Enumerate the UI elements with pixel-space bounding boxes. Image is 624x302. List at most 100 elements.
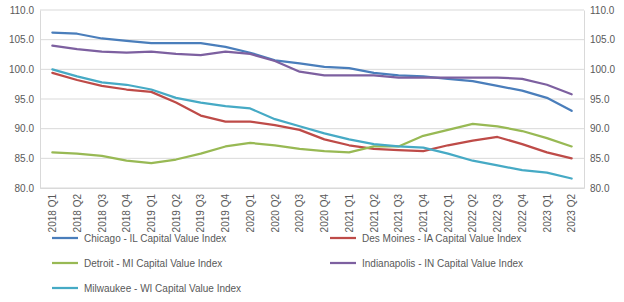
- tick: 110.0: [584, 5, 615, 16]
- tick: 2022 Q4: [517, 188, 528, 232]
- tick-label: 100.0: [590, 64, 615, 75]
- tick-label: 2018 Q3: [97, 194, 108, 233]
- legend: Chicago - IL Capital Value Index Des Moin…: [52, 233, 523, 294]
- tick-label: 2021 Q2: [369, 194, 380, 233]
- tick-label: 80.0: [590, 183, 610, 194]
- tick: 2020 Q2: [270, 188, 281, 232]
- axis-line: [41, 188, 585, 189]
- grid: [40, 10, 584, 188]
- tick: 2023 Q2: [566, 188, 577, 232]
- tick-label: 2019 Q1: [146, 194, 157, 233]
- legend-item: Detroit - MI Capital Value Index: [52, 258, 222, 269]
- grid-line: [40, 188, 584, 189]
- series-line: [52, 46, 571, 95]
- legend-swatch: [330, 237, 356, 239]
- tick-label: 2021 Q4: [418, 194, 429, 233]
- y-axis: 80.0 85.0 90.0 95.0 100.0 105.0 110.0: [9, 5, 41, 194]
- tick-label: 100.0: [9, 64, 34, 75]
- tick: 80.0: [584, 183, 610, 194]
- tick-label: 2020 Q3: [294, 194, 305, 233]
- tick: 2018 Q3: [97, 188, 108, 232]
- tick: 2021 Q3: [393, 188, 404, 232]
- tick-label: 2019 Q2: [171, 194, 182, 233]
- tick: 2018 Q2: [72, 188, 83, 232]
- tick: 2018 Q4: [121, 188, 132, 232]
- tick: 100.0: [584, 64, 615, 75]
- tick-label: 2019 Q4: [220, 194, 231, 233]
- tick-label: 2022 Q1: [443, 194, 454, 233]
- tick-label: 90.0: [590, 123, 610, 134]
- tick: 110.0: [10, 5, 40, 16]
- legend-swatch: [52, 287, 78, 289]
- tick-label: 2022 Q3: [492, 194, 503, 233]
- tick-label: 2022 Q2: [467, 194, 478, 233]
- grid-line: [40, 99, 584, 100]
- legend-item: Des Moines - IA Capital Value Index: [330, 233, 521, 244]
- legend-label: Detroit - MI Capital Value Index: [84, 258, 222, 269]
- tick: 2020 Q4: [319, 188, 330, 232]
- tick: 105.0: [9, 34, 40, 45]
- grid-line: [40, 69, 584, 70]
- tick-label: 85.0: [590, 153, 610, 164]
- tick: 2018 Q1: [47, 188, 58, 232]
- tick-label: 85.0: [15, 153, 35, 164]
- tick: 95.0: [584, 94, 610, 105]
- tick-label: 2023 Q1: [542, 194, 553, 233]
- axis-line: [584, 11, 585, 189]
- grid-line: [40, 10, 584, 11]
- tick: 2019 Q2: [171, 188, 182, 232]
- tick: 2020 Q1: [245, 188, 256, 232]
- legend-label: Des Moines - IA Capital Value Index: [362, 233, 521, 244]
- legend-label: Milwaukee - WI Capital Value Index: [84, 283, 241, 294]
- tick: 2020 Q3: [294, 188, 305, 232]
- tick-label: 95.0: [15, 94, 35, 105]
- tick: 95.0: [15, 94, 40, 105]
- tick-label: 110.0: [590, 5, 615, 16]
- tick-label: 2018 Q4: [121, 194, 132, 233]
- x-axis: 2018 Q1 2018 Q2 2018 Q3 2018 Q4 2019 Q1 2019 …: [41, 188, 585, 232]
- tick-label: 2019 Q3: [195, 194, 206, 233]
- tick: 80.0: [15, 183, 40, 194]
- tick-label: 2020 Q4: [319, 194, 330, 233]
- tick: 100.0: [9, 64, 40, 75]
- tick: 2022 Q3: [492, 188, 503, 232]
- series-line: [52, 33, 571, 111]
- tick: 90.0: [584, 123, 610, 134]
- y2-axis: 80.0 85.0 90.0 95.0 100.0 105.0 110.0: [584, 5, 615, 194]
- tick: 2019 Q3: [195, 188, 206, 232]
- tick: 2019 Q4: [220, 188, 231, 232]
- tick: 2021 Q4: [418, 188, 429, 232]
- legend-item: Chicago - IL Capital Value Index: [52, 233, 226, 244]
- tick: 2023 Q1: [542, 188, 553, 232]
- tick: 2022 Q2: [467, 188, 478, 232]
- tick-label: 2023 Q2: [566, 194, 577, 233]
- tick-label: 95.0: [590, 94, 610, 105]
- tick: 2021 Q1: [344, 188, 355, 232]
- tick-label: 2021 Q3: [393, 194, 404, 233]
- tick-label: 2022 Q4: [517, 194, 528, 233]
- tick: 2021 Q2: [369, 188, 380, 232]
- legend-label: Chicago - IL Capital Value Index: [84, 233, 226, 244]
- axis-line: [40, 11, 41, 189]
- tick-label: 2021 Q1: [344, 194, 355, 233]
- legend-item: Milwaukee - WI Capital Value Index: [52, 283, 241, 294]
- tick-label: 80.0: [15, 183, 35, 194]
- tick: 105.0: [584, 34, 615, 45]
- tick-label: 105.0: [9, 34, 34, 45]
- legend-swatch: [52, 262, 78, 264]
- tick-label: 2018 Q1: [47, 194, 58, 233]
- tick: 90.0: [15, 123, 40, 134]
- legend-swatch: [330, 262, 356, 264]
- tick-label: 2018 Q2: [72, 194, 83, 233]
- tick-label: 90.0: [15, 123, 35, 134]
- series-line: [52, 69, 571, 178]
- chart: 80.0 85.0 90.0 95.0 100.0 105.0 110.0 80.0 85.0 9…: [0, 0, 624, 302]
- tick: 85.0: [15, 153, 40, 164]
- series-group: [52, 33, 571, 179]
- tick: 2019 Q1: [146, 188, 157, 232]
- tick: 2022 Q1: [443, 188, 454, 232]
- legend-swatch: [52, 237, 78, 239]
- legend-item: Indianapolis - IN Capital Value Index: [330, 258, 523, 269]
- legend-label: Indianapolis - IN Capital Value Index: [362, 258, 523, 269]
- tick-label: 2020 Q1: [245, 194, 256, 233]
